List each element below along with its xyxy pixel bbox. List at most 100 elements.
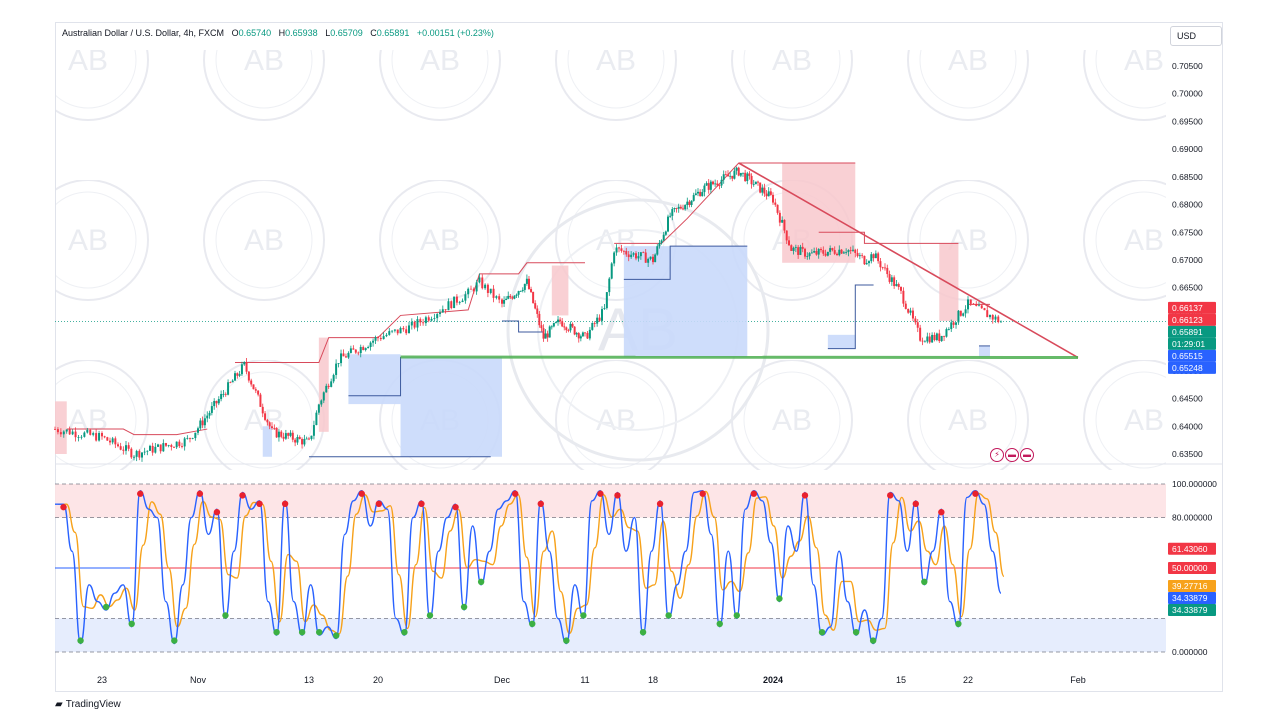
candle-body xyxy=(282,436,285,439)
candle-body xyxy=(342,353,345,357)
candle-body xyxy=(444,309,447,311)
osc-tick-label: 0.000000 xyxy=(1172,647,1208,657)
candle xyxy=(557,316,560,326)
candle xyxy=(509,293,512,299)
candle-body xyxy=(519,290,522,292)
candle-body xyxy=(911,310,914,319)
candle-body xyxy=(735,167,738,171)
candle-body xyxy=(845,252,848,253)
flag-icon[interactable]: ▬ xyxy=(1020,448,1034,462)
candle xyxy=(354,349,357,355)
candle xyxy=(447,298,450,311)
candle xyxy=(571,322,574,328)
candle xyxy=(455,294,458,306)
candle xyxy=(259,392,262,408)
candle-body xyxy=(772,194,774,203)
candle xyxy=(733,167,736,180)
candle-body xyxy=(362,346,365,351)
buy-signal-dot xyxy=(298,629,306,636)
candle-body xyxy=(622,250,625,252)
candle xyxy=(729,171,732,180)
candle xyxy=(80,434,83,440)
tradingview-logo[interactable]: ▰ TradingView xyxy=(55,699,121,710)
candle xyxy=(716,180,719,187)
candle xyxy=(690,200,693,208)
candle xyxy=(895,279,898,287)
currency-button[interactable]: USD xyxy=(1170,26,1222,46)
candle-body xyxy=(707,183,710,190)
candle-body xyxy=(427,317,430,321)
candle xyxy=(761,184,764,196)
candle-body xyxy=(858,255,861,257)
candle xyxy=(603,303,606,310)
candle-body xyxy=(761,187,764,193)
candle-body xyxy=(213,400,216,407)
price-tag-bg xyxy=(1168,301,1216,314)
candle xyxy=(584,332,586,337)
candle-body xyxy=(952,322,955,325)
price-tag-bg xyxy=(1168,349,1216,362)
candle xyxy=(330,378,333,388)
candle xyxy=(677,203,680,213)
candle-body xyxy=(759,182,762,193)
candle-body xyxy=(130,448,133,458)
watermark-logo: AB xyxy=(56,50,1166,470)
candle xyxy=(183,436,186,451)
candle xyxy=(189,437,191,443)
candle-body xyxy=(861,255,864,257)
candle-body xyxy=(436,314,439,319)
candle xyxy=(173,446,175,448)
candle xyxy=(254,387,257,394)
candle xyxy=(964,305,967,318)
candle xyxy=(178,439,181,448)
candle-body xyxy=(138,450,141,458)
price-tag-label: 0.65891 xyxy=(1172,327,1203,337)
candle xyxy=(703,183,706,197)
candle xyxy=(986,306,989,318)
candle xyxy=(822,246,825,256)
price-tag-bg xyxy=(1168,313,1216,326)
candle-body xyxy=(523,283,526,290)
candle-body xyxy=(679,206,682,209)
sell-signal-dot xyxy=(972,490,979,497)
candle-body xyxy=(266,419,269,423)
candle xyxy=(523,283,526,293)
candle xyxy=(957,310,960,325)
candle xyxy=(484,283,487,290)
candle xyxy=(921,337,924,346)
candle-body xyxy=(893,277,896,287)
flag-icon[interactable]: ▬ xyxy=(1005,448,1019,462)
symbol-title[interactable]: Australian Dollar / U.S. Dollar, 4h, FXC… xyxy=(62,28,225,38)
candle-body xyxy=(271,426,273,428)
candle-body xyxy=(127,445,130,449)
candle-body xyxy=(561,321,564,327)
candle xyxy=(95,428,98,442)
candle xyxy=(231,379,234,383)
price-tick-label: 0.69500 xyxy=(1172,116,1203,126)
osc-tick-label: 100.000000 xyxy=(1172,479,1217,489)
support-step xyxy=(502,320,544,333)
candle xyxy=(515,293,518,298)
candle-body xyxy=(957,310,960,323)
candle xyxy=(503,296,506,308)
buy-signal-dot xyxy=(401,629,408,636)
candle-body xyxy=(847,250,850,253)
candle-body xyxy=(453,296,456,309)
candle xyxy=(135,449,138,462)
candle xyxy=(59,428,62,437)
time-tick-label: 2024 xyxy=(763,675,783,685)
tradingview-name: TradingView xyxy=(65,699,121,710)
candle xyxy=(275,427,278,438)
candle-body xyxy=(544,333,547,339)
candle xyxy=(635,251,637,261)
buy-signal-dot xyxy=(818,629,826,636)
candle xyxy=(154,443,157,454)
candle xyxy=(712,180,714,186)
candle xyxy=(277,429,280,442)
candle-body xyxy=(588,329,591,339)
lightning-icon[interactable]: ⚡ xyxy=(990,448,1004,462)
candle-body xyxy=(364,348,367,351)
candle-body xyxy=(119,446,122,450)
candle-body xyxy=(935,333,938,340)
